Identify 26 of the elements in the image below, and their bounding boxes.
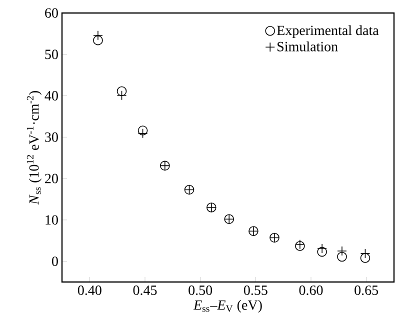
x-tick-label: 0.50 (188, 286, 212, 296)
point (93, 35, 103, 46)
point (337, 252, 347, 262)
x-tick-label: 0.65 (354, 286, 378, 296)
y-tick-label: 30 (45, 132, 58, 142)
y-tick-label: 20 (45, 174, 58, 184)
x-tick-label: 0.60 (299, 286, 323, 296)
y-tick-label: 60 (45, 8, 58, 18)
y-tick-label: 50 (45, 50, 58, 60)
point (360, 253, 370, 263)
point (116, 90, 127, 100)
point (360, 248, 370, 258)
text: N$_{ss}$ (10$^{12}$ eV$^{-1}$·cm$^{-2}$) (26, 91, 42, 205)
y-tick-label: 0 (52, 256, 58, 266)
x-tick-label: 0.40 (78, 286, 102, 296)
x-axis-title: E$_{ss}$–E$_{V}$ (eV) (193, 300, 262, 313)
x-tick-label: 0.55 (244, 286, 268, 296)
point (138, 128, 148, 138)
legend-label: Simulation (278, 41, 338, 52)
x-tick-label: 0.45 (133, 286, 157, 296)
legend-label: Experimental data (277, 25, 379, 38)
point (317, 246, 327, 257)
y-tick-label: 40 (44, 91, 58, 100)
point (138, 126, 148, 136)
y-tick-label: 10 (46, 215, 58, 225)
point (116, 86, 127, 96)
